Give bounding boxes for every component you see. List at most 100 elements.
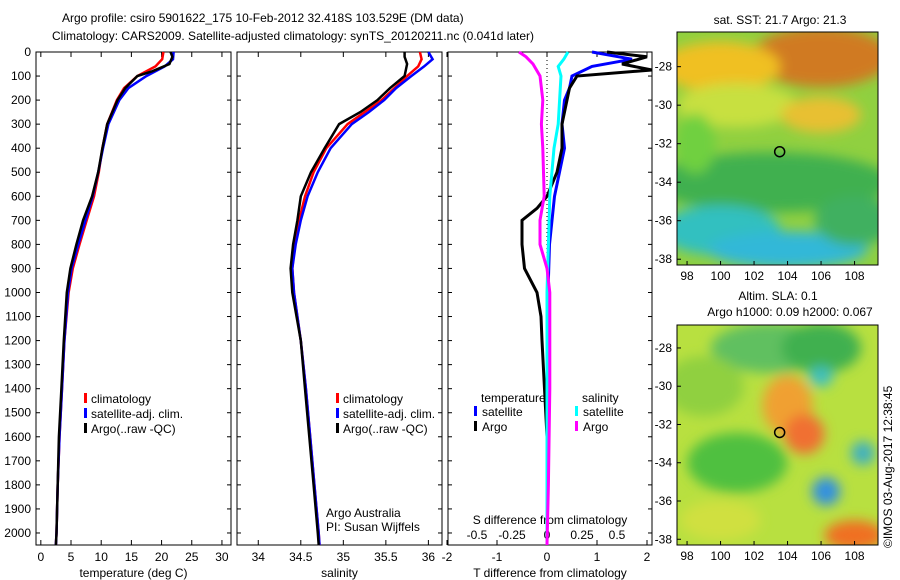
map-color-patch xyxy=(677,41,781,92)
plot-frame xyxy=(35,51,232,546)
map-color-patch xyxy=(850,441,875,466)
map-color-patch xyxy=(707,231,868,265)
s-tick-label: -0.5 xyxy=(467,528,488,542)
series-line-s-argo xyxy=(518,50,552,546)
y-tick-label: -28 xyxy=(655,60,673,74)
series-line-argo xyxy=(289,52,409,546)
map-title-line-1: Altim. SLA: 0.1 xyxy=(738,289,818,303)
x-tick-label: 106 xyxy=(811,269,831,283)
y-tick-label: 1600 xyxy=(4,430,31,444)
series-line-climatology xyxy=(54,51,165,546)
legend-swatch xyxy=(575,406,578,416)
map-color-patch xyxy=(680,500,761,541)
map-color-patch xyxy=(687,432,788,493)
y-tick-label: 1100 xyxy=(5,310,31,324)
y-tick-label: -32 xyxy=(655,417,673,431)
series-line-s-satellite xyxy=(545,51,570,545)
x-tick-label: 25 xyxy=(185,550,199,564)
legend-swatch xyxy=(575,421,578,431)
map-color-patch xyxy=(784,414,825,455)
y-tick-label: -38 xyxy=(655,252,673,266)
y-tick-label: 400 xyxy=(11,141,31,155)
x-tick-label: 1 xyxy=(594,550,601,564)
map-color-patch xyxy=(677,356,744,417)
title-line-2: Climatology: CARS2009. Satellite-adjuste… xyxy=(52,29,534,43)
y-tick-label: -36 xyxy=(655,214,673,228)
salinity-panel: 34 34.5 35 35.5 36 salinity climatologysatelli… xyxy=(236,51,443,580)
y-tick-label: 1400 xyxy=(4,382,31,396)
legend-label: Argo xyxy=(482,420,508,434)
y-tick-label: -32 xyxy=(655,137,673,151)
legend-label: satellite-adj. clim. xyxy=(91,407,183,421)
map-title: sat. SST: 21.7 Argo: 21.3 xyxy=(714,13,847,27)
s-tick-label: 0.25 xyxy=(570,528,594,542)
x-tick-label: 98 xyxy=(680,269,694,283)
map-blobs xyxy=(677,325,878,545)
map-field xyxy=(677,325,878,545)
y-tick-label: 1800 xyxy=(4,478,31,492)
x-tick-label: 98 xyxy=(680,549,694,563)
x-tick-label: 15 xyxy=(125,550,139,564)
map-color-patch xyxy=(751,32,878,88)
map-field xyxy=(677,32,878,265)
legend-salinity-title: salinity xyxy=(582,391,619,405)
map-color-patch xyxy=(814,195,878,246)
y-tick-label: 1000 xyxy=(4,285,31,299)
y-tick-label: -34 xyxy=(655,175,673,189)
x-axis-label: salinity xyxy=(321,566,358,580)
legend-swatch xyxy=(336,393,339,403)
x-tick-label: 36 xyxy=(422,550,436,564)
y-tick-label: 1300 xyxy=(4,358,31,372)
y-tick-label: 900 xyxy=(11,261,31,275)
y-tick-label: -34 xyxy=(655,456,673,470)
x-tick-label: 34 xyxy=(252,550,266,564)
x-tick-label: 100 xyxy=(711,549,731,563)
series-line-t-argo xyxy=(520,50,653,461)
legend-label: satellite-adj. clim. xyxy=(343,407,435,421)
legend-label: Argo(..raw -QC) xyxy=(91,422,176,436)
legend-swatch xyxy=(84,423,87,433)
map-frame xyxy=(676,31,879,266)
x-tick-label: 0 xyxy=(544,550,551,564)
legend-swatch xyxy=(474,421,477,431)
s-axis-label: S difference from climatology xyxy=(473,513,628,527)
x-tick-label: -2 xyxy=(442,550,453,564)
map-color-patch xyxy=(781,96,862,133)
difference-panel: -2 -1 0 1 2 T difference from climatology S di… xyxy=(442,50,653,580)
x-tick-label: 34.5 xyxy=(289,550,313,564)
x-axis-label: temperature (deg C) xyxy=(79,566,187,580)
map-color-patch xyxy=(824,520,878,545)
y-tick-label: 100 xyxy=(11,69,31,83)
map-color-patch xyxy=(812,477,841,506)
annotation-text: Argo Australia xyxy=(326,506,401,520)
x-tick-label: 2 xyxy=(644,550,651,564)
legend-label: Argo xyxy=(583,420,609,434)
argo-position-marker xyxy=(773,145,786,158)
x-tick-label: 35.5 xyxy=(374,550,398,564)
legend-label: Argo(..raw -QC) xyxy=(343,422,428,436)
map-color-patch xyxy=(677,83,798,128)
legend-label: climatology xyxy=(91,392,151,406)
y-tick-label: 2000 xyxy=(4,526,31,540)
y-tick-label: -36 xyxy=(655,494,673,508)
x-tick-label: 10 xyxy=(95,550,109,564)
s-tick-label: -0.25 xyxy=(498,528,526,542)
y-tick-label: 600 xyxy=(11,189,31,203)
legend-swatch xyxy=(336,423,339,433)
x-tick-label: 5 xyxy=(68,550,75,564)
x-tick-label: 108 xyxy=(845,269,865,283)
x-tick-label: 102 xyxy=(744,549,764,563)
x-tick-label: 106 xyxy=(811,549,831,563)
map-title-line-2: Argo h1000: 0.09 h2000: 0.067 xyxy=(707,305,873,319)
y-tick-label: 800 xyxy=(11,237,31,251)
x-tick-label: 104 xyxy=(778,269,798,283)
annotation-text: PI: Susan Wijffels xyxy=(326,520,420,534)
map-color-patch xyxy=(809,366,834,387)
sla-map-panel: 98 100 102 104 106 108 -28 -30 -32 -34 -36 -38 Altim… xyxy=(655,289,879,563)
y-tick-label: 0 xyxy=(24,45,31,59)
map-color-patch xyxy=(677,152,878,213)
map-blobs xyxy=(677,32,878,265)
series-line-argo xyxy=(54,51,174,546)
plot-frame xyxy=(236,51,443,546)
